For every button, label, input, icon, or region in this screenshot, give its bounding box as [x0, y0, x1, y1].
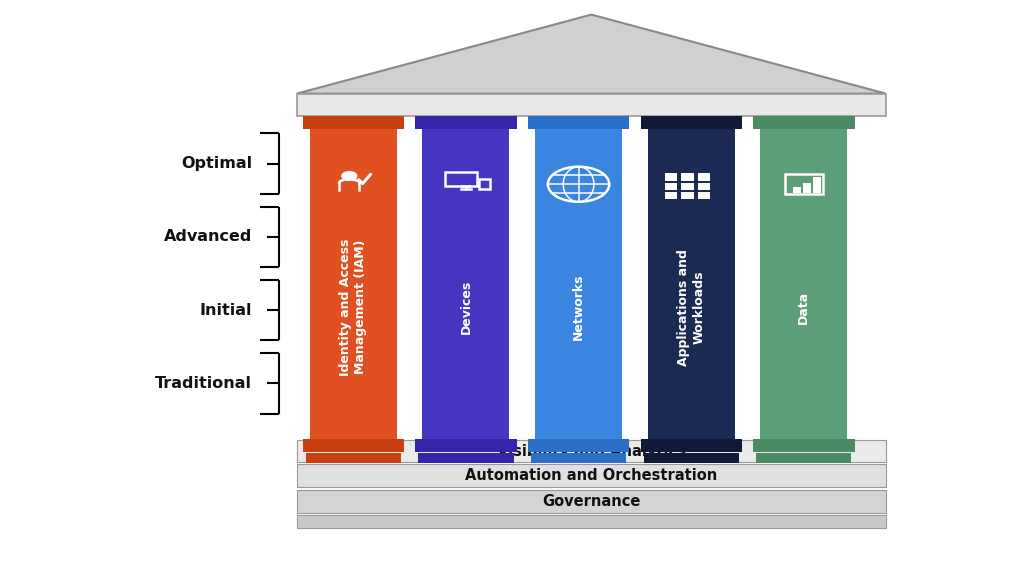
Text: Applications and
Workloads: Applications and Workloads — [677, 249, 706, 366]
Bar — [303, 439, 403, 452]
Bar — [528, 439, 629, 452]
Text: Identity and Access
Management (IAM): Identity and Access Management (IAM) — [339, 239, 368, 376]
Bar — [697, 183, 711, 190]
Bar — [297, 440, 886, 462]
Bar — [445, 173, 477, 185]
Text: Initial: Initial — [200, 302, 252, 318]
Bar — [297, 490, 886, 513]
Text: Visibility and Analytics: Visibility and Analytics — [497, 443, 686, 459]
Text: Devices: Devices — [460, 280, 472, 334]
Bar — [665, 192, 677, 199]
Bar — [641, 116, 741, 129]
Bar — [644, 453, 739, 463]
Bar — [305, 453, 400, 463]
Text: Governance: Governance — [542, 494, 641, 509]
Bar — [793, 187, 801, 192]
Bar — [530, 453, 626, 463]
Bar — [754, 116, 854, 129]
Circle shape — [342, 171, 356, 180]
Bar — [756, 453, 852, 463]
Bar — [813, 177, 821, 192]
Text: Advanced: Advanced — [164, 229, 252, 245]
Text: Data: Data — [798, 291, 810, 324]
Bar — [754, 439, 854, 452]
Bar — [297, 464, 886, 487]
Bar — [309, 129, 397, 439]
Bar — [803, 183, 811, 192]
Bar — [697, 192, 711, 199]
Bar — [297, 94, 886, 116]
Text: Optimal: Optimal — [181, 156, 252, 171]
Bar — [681, 183, 694, 190]
Bar — [681, 192, 694, 199]
Bar — [416, 439, 517, 452]
Bar — [479, 180, 489, 189]
Bar — [697, 173, 711, 181]
Bar — [416, 116, 517, 129]
Text: Automation and Orchestration: Automation and Orchestration — [465, 468, 718, 483]
Bar — [297, 515, 886, 528]
Bar — [419, 453, 514, 463]
Bar — [784, 174, 823, 194]
Text: Traditional: Traditional — [155, 376, 252, 391]
Bar — [423, 129, 510, 439]
Bar — [528, 116, 629, 129]
Bar — [641, 439, 741, 452]
Bar — [648, 129, 735, 439]
Bar — [665, 173, 677, 181]
Bar — [681, 173, 694, 181]
Text: Networks: Networks — [572, 274, 585, 340]
Bar — [665, 183, 677, 190]
Bar — [303, 116, 403, 129]
Bar — [535, 129, 622, 439]
Bar — [760, 129, 848, 439]
Polygon shape — [297, 15, 886, 94]
